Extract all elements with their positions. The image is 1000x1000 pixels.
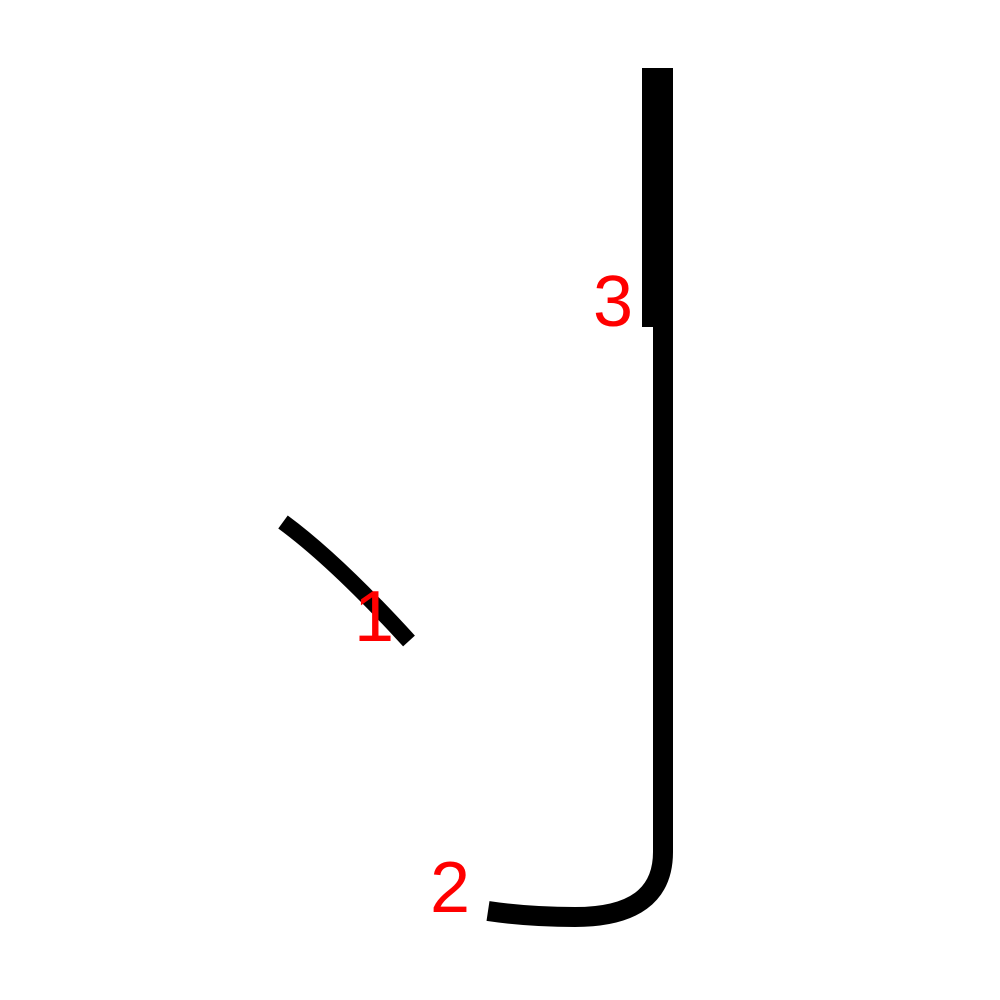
stroke-3-vertical bbox=[642, 68, 673, 327]
stroke-number-3: 3 bbox=[593, 262, 633, 342]
stroke-1-dot bbox=[278, 515, 415, 647]
stroke-number-1: 1 bbox=[354, 577, 394, 657]
stroke-number-2: 2 bbox=[430, 848, 470, 928]
stroke-2-hook bbox=[486, 320, 673, 927]
